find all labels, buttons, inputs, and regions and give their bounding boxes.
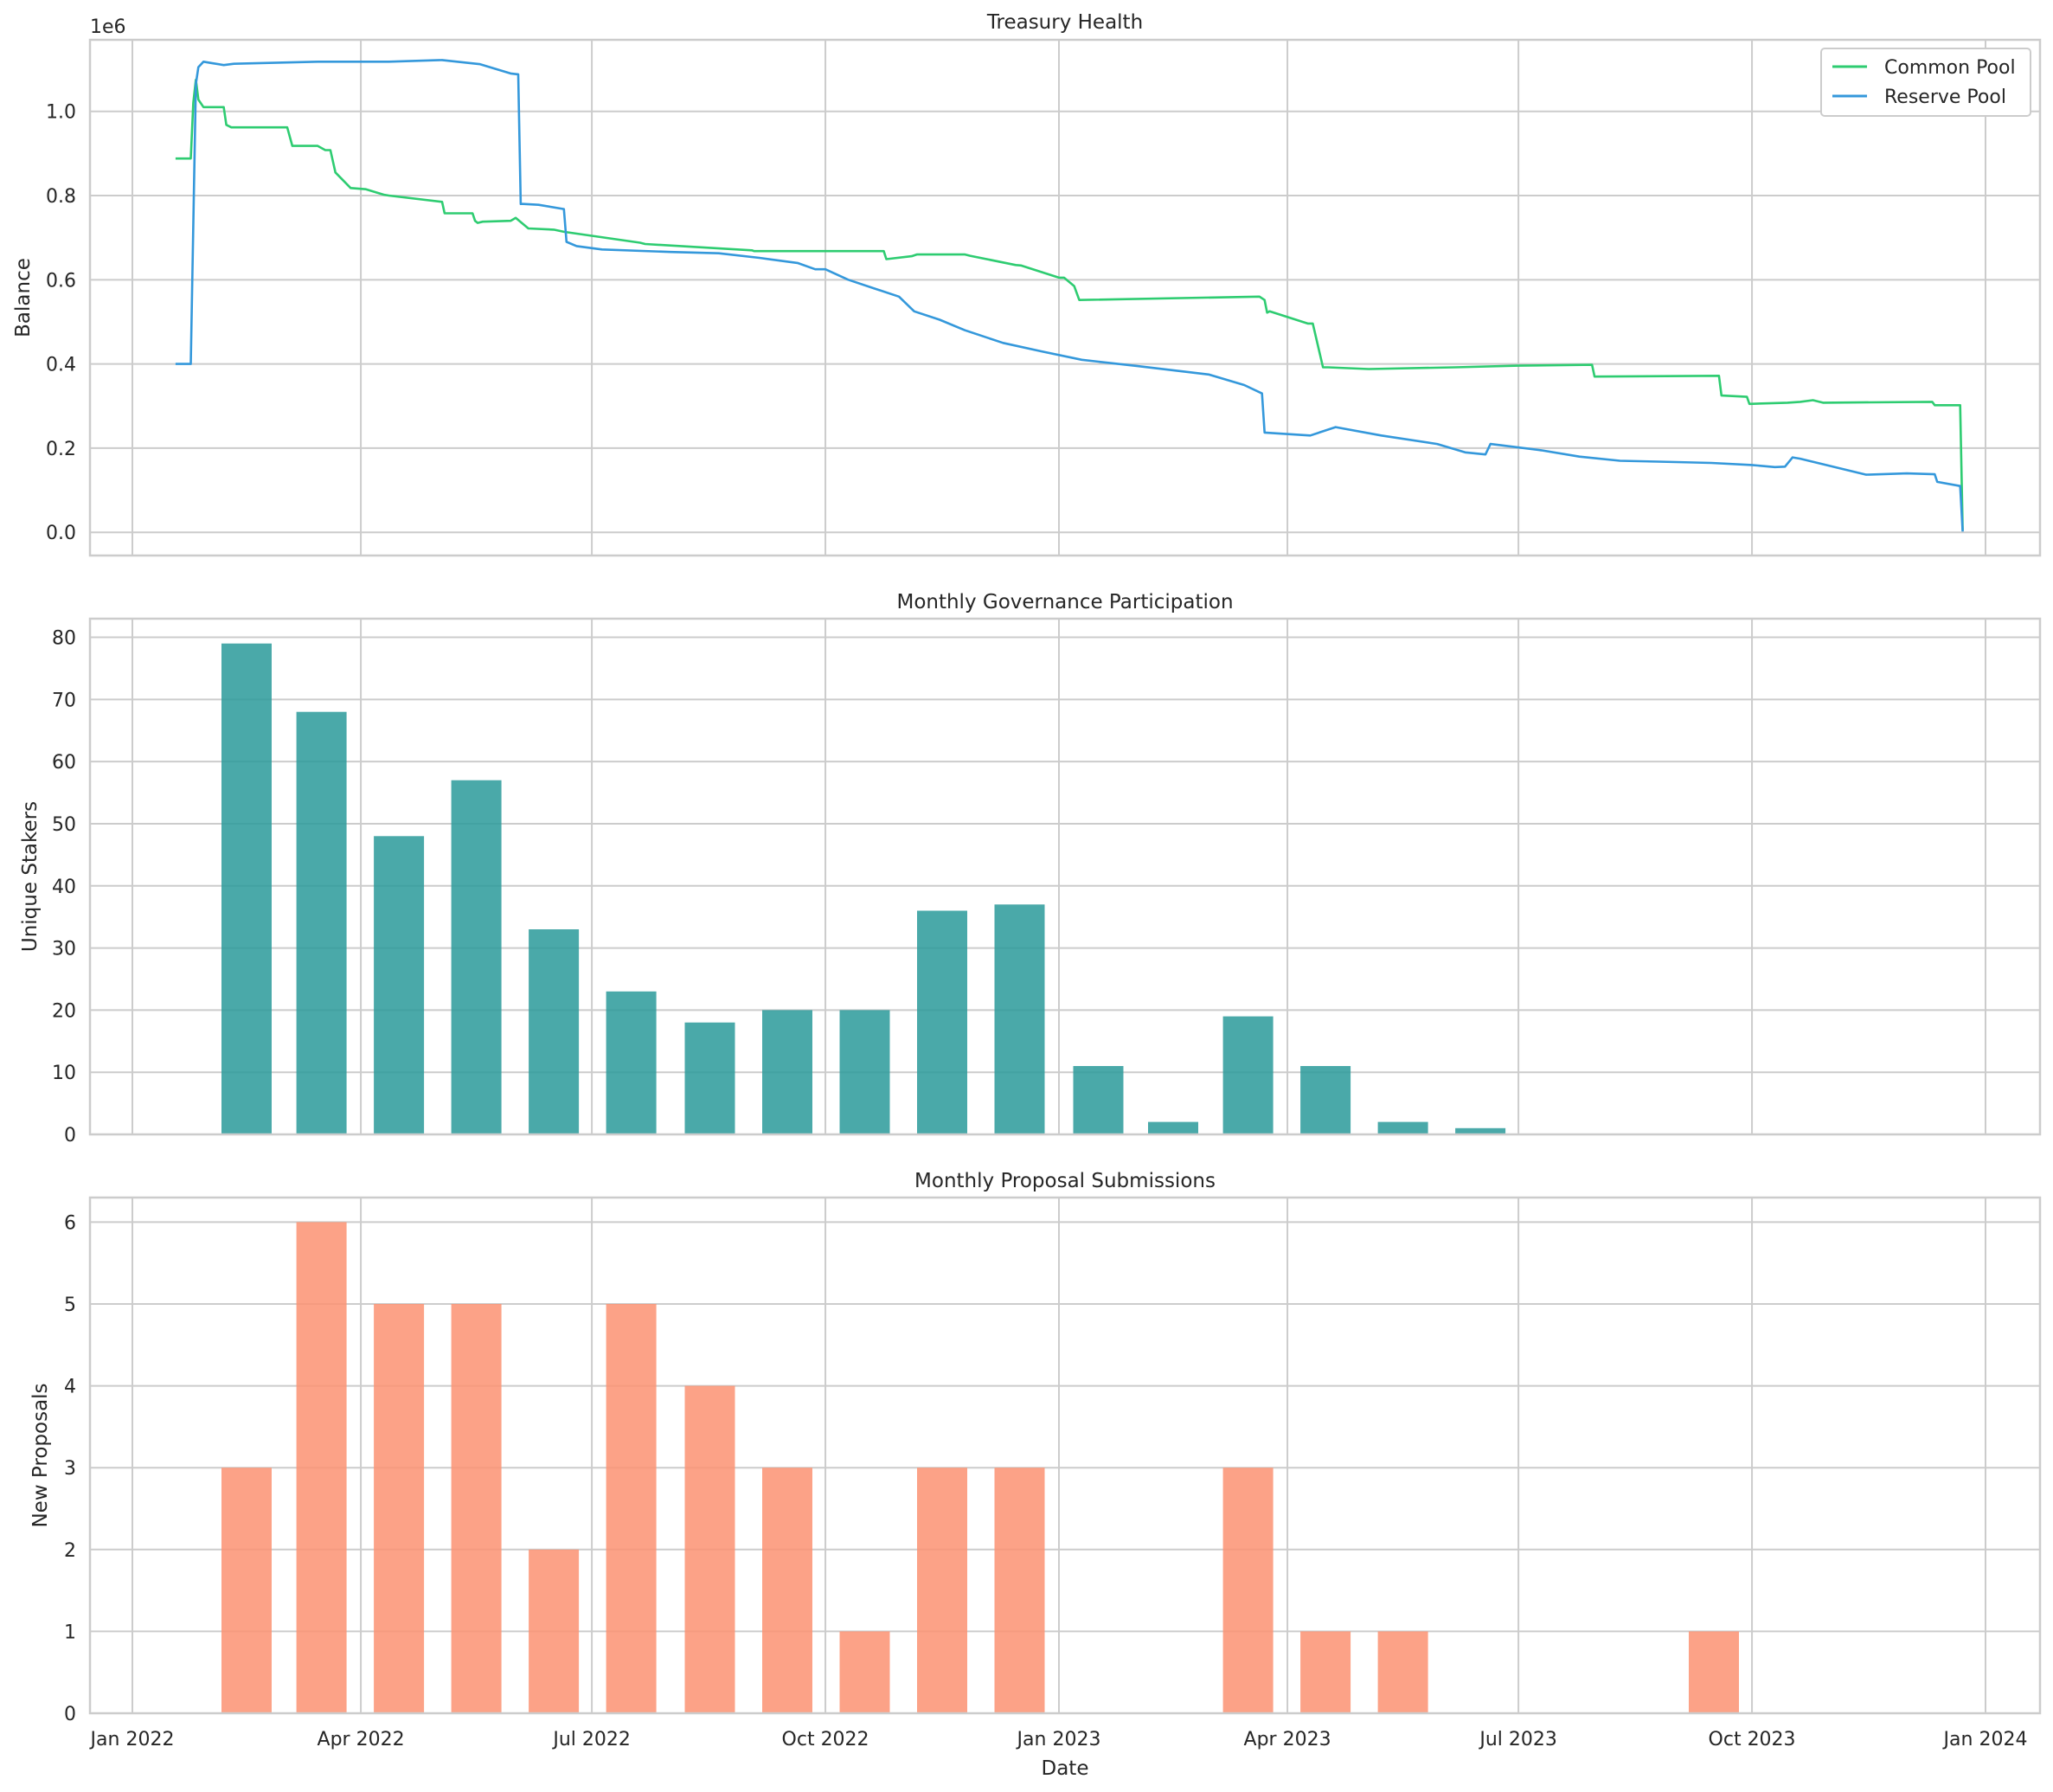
x-tick-label: Oct 2022 [782, 1729, 869, 1750]
y-tick-label: 0 [64, 1125, 76, 1146]
treasury-axes-frame [88, 38, 2042, 557]
x-tick-label: Jan 2023 [1016, 1729, 1101, 1750]
y-tick-label: 10 [52, 1063, 76, 1084]
bar-2022-09 [762, 1010, 812, 1134]
y-tick-label: 0.4 [46, 355, 76, 376]
proposals-bars [221, 1222, 1739, 1713]
bar-2023-05 [1377, 1121, 1428, 1134]
bar-2022-08 [684, 1385, 735, 1713]
y-tick-label: 0.6 [46, 270, 76, 292]
proposals-axes-frame [88, 1196, 2042, 1715]
legend-label-common-pool: Common Pool [1884, 57, 2016, 79]
bar-2023-09 [1689, 1631, 1739, 1713]
bar-2023-04 [1300, 1631, 1351, 1713]
proposals-x-ticks: Jan 2022 Apr 2022 Jul 2022 Oct 2022 Jan 2023… [89, 1729, 2028, 1750]
y-tick-label: 1 [64, 1622, 76, 1643]
legend-label-reserve-pool: Reserve Pool [1884, 87, 2006, 108]
series-line-common-pool [175, 78, 1964, 530]
y-tick-label: 0 [64, 1704, 76, 1725]
y-tick-label: 20 [52, 1000, 76, 1022]
panel-governance-participation: 0 10 20 30 40 50 60 70 80 Monthly Governance Par… [19, 591, 2042, 1146]
y-tick-label: 0.2 [46, 439, 76, 460]
participation-y-ticks: 0 10 20 30 40 50 60 70 80 [52, 628, 76, 1146]
participation-axes-frame [88, 617, 2042, 1136]
y-tick-label: 0.0 [46, 523, 76, 544]
proposals-y-ticks: 0 1 2 3 4 5 6 [64, 1212, 76, 1725]
y-tick-label: 0.8 [46, 186, 76, 208]
bar-2022-06 [529, 929, 580, 1134]
y-tick-label: 4 [64, 1377, 76, 1398]
x-tick-label: Jul 2023 [1478, 1729, 1557, 1750]
bar-2022-03 [296, 1222, 347, 1713]
treasury-y-offset: 1e6 [90, 16, 126, 38]
panel-proposal-submissions: 0 1 2 3 4 5 6 Jan 2022 Apr 2022 Jul 2022 Oct 2022… [29, 1170, 2042, 1780]
y-tick-label: 80 [52, 628, 76, 650]
bar-2022-11 [917, 1468, 967, 1713]
bar-2022-07 [606, 991, 657, 1134]
bar-2023-01 [1073, 1066, 1124, 1134]
y-tick-label: 5 [64, 1294, 76, 1316]
bar-2022-05 [451, 780, 502, 1134]
participation-title: Monthly Governance Participation [896, 591, 1233, 613]
treasury-grid [90, 40, 2040, 556]
bar-2022-10 [839, 1631, 890, 1713]
proposals-title: Monthly Proposal Submissions [914, 1170, 1216, 1192]
x-tick-label: Oct 2023 [1709, 1729, 1796, 1750]
bar-2022-12 [994, 1468, 1045, 1713]
bar-2022-02 [221, 1468, 272, 1713]
bar-2022-12 [994, 904, 1045, 1134]
treasury-title: Treasury Health [986, 11, 1143, 34]
x-tick-label: Apr 2023 [1244, 1729, 1331, 1750]
treasury-lines [175, 59, 1964, 532]
y-tick-label: 2 [64, 1540, 76, 1562]
y-tick-label: 3 [64, 1458, 76, 1480]
bar-2022-09 [762, 1468, 812, 1713]
y-tick-label: 30 [52, 939, 76, 960]
x-tick-label: Jan 2022 [89, 1729, 175, 1750]
treasury-y-label: Balance [12, 258, 35, 337]
bar-2023-03 [1222, 1468, 1274, 1713]
bar-2022-08 [684, 1022, 735, 1134]
bar-2022-02 [221, 643, 272, 1134]
bar-2022-10 [839, 1010, 890, 1134]
bar-2022-04 [374, 836, 425, 1134]
bar-2023-05 [1377, 1631, 1428, 1713]
participation-y-label: Unique Stakers [19, 801, 42, 952]
treasury-y-ticks: 0.0 0.2 0.4 0.6 0.8 1.0 [46, 102, 76, 545]
proposals-x-label: Date [1042, 1757, 1089, 1780]
y-tick-label: 40 [52, 877, 76, 898]
y-tick-label: 6 [64, 1212, 76, 1234]
y-tick-label: 50 [52, 814, 76, 836]
bar-2023-03 [1222, 1016, 1274, 1134]
y-tick-label: 1.0 [46, 102, 76, 124]
bar-2023-04 [1300, 1066, 1351, 1134]
series-line-reserve-pool [175, 59, 1964, 532]
treasury-legend: Common Pool Reserve Pool [1820, 48, 2031, 117]
bar-2023-06 [1455, 1127, 1506, 1134]
bar-2022-04 [374, 1304, 425, 1713]
participation-bars [221, 643, 1506, 1134]
proposals-y-label: New Proposals [29, 1383, 52, 1527]
y-tick-label: 60 [52, 752, 76, 774]
x-tick-label: Apr 2022 [318, 1729, 405, 1750]
bar-2022-03 [296, 711, 347, 1134]
x-tick-label: Jul 2022 [551, 1729, 631, 1750]
bar-2023-02 [1148, 1121, 1198, 1134]
legend-box [1820, 48, 2031, 117]
panel-treasury-health: 0.0 0.2 0.4 0.6 0.8 1.0 Treasury Health Balan… [12, 11, 2042, 557]
x-tick-label: Jan 2024 [1942, 1729, 2028, 1750]
bar-2022-07 [606, 1304, 657, 1713]
y-tick-label: 70 [52, 690, 76, 711]
bar-2022-11 [917, 910, 967, 1134]
bar-2022-06 [529, 1549, 580, 1713]
bar-2022-05 [451, 1304, 502, 1713]
